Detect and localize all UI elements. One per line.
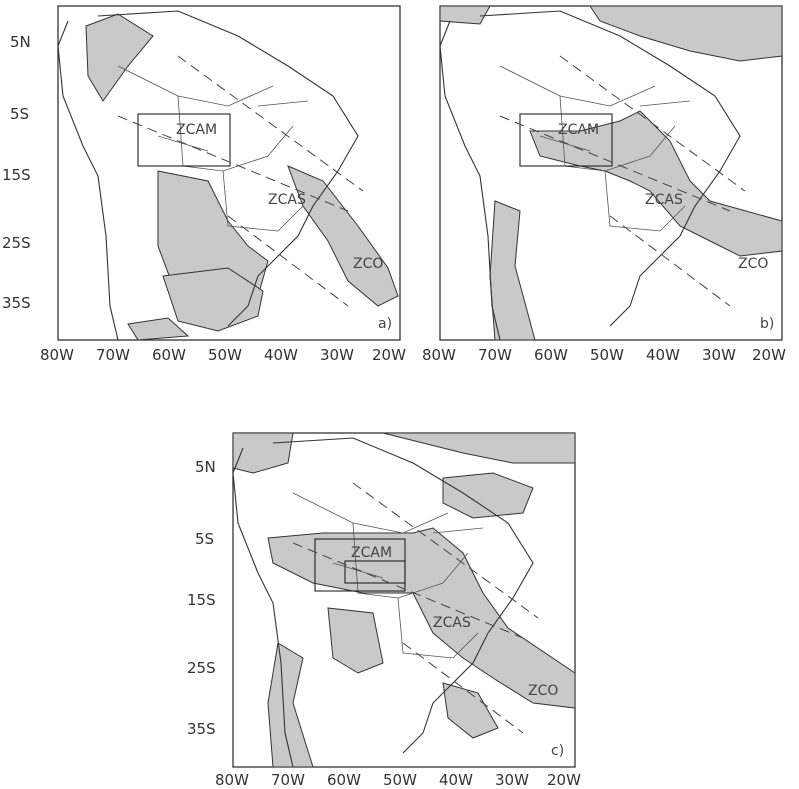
panel-a-lat-label: 25S bbox=[2, 234, 31, 252]
panel-c-lat-label: 25S bbox=[187, 659, 216, 677]
panel-c-lat-label: 5S bbox=[195, 530, 214, 548]
panel-c-shade-top bbox=[232, 432, 294, 474]
panel-b-zcam-label: ZCAM bbox=[558, 122, 599, 138]
panel-a-dashline-3 bbox=[227, 215, 349, 307]
panel-c: ZCAM ZCAS ZCO c) bbox=[232, 432, 576, 768]
panel-a-dashline-1 bbox=[117, 115, 349, 212]
panel-c-zcam-box-inner bbox=[344, 560, 406, 584]
panel-c-lat-label: 35S bbox=[187, 720, 216, 738]
panel-a-borders bbox=[117, 65, 309, 232]
panel-b-tag: b) bbox=[760, 316, 774, 332]
panel-a-lat-label: 15S bbox=[2, 166, 31, 184]
panel-a-shade-tip bbox=[127, 317, 190, 341]
panel-c-lon-label: 80W bbox=[215, 771, 249, 789]
panel-a-lon-label: 60W bbox=[152, 346, 186, 364]
panel-c-lat-label: 15S bbox=[187, 591, 216, 609]
panel-a-zco-label: ZCO bbox=[353, 256, 383, 272]
panel-b-dashline-2 bbox=[559, 55, 746, 192]
panel-c-dashline-2 bbox=[352, 482, 539, 619]
panel-b-shade-andes bbox=[489, 200, 536, 341]
panel-c-dashline-1 bbox=[292, 542, 524, 639]
panel-b: ZCAM ZCAS ZCO b) bbox=[439, 5, 783, 341]
panel-c-tag: c) bbox=[551, 743, 564, 759]
panel-c-shade-sea bbox=[442, 682, 499, 739]
panel-a-lat-label: 5S bbox=[10, 105, 29, 123]
panel-a: ZCAM ZCAS ZCO a) bbox=[57, 5, 401, 341]
panel-b-dashline-3 bbox=[609, 215, 731, 307]
panel-a-zcam-label: ZCAM bbox=[176, 122, 217, 138]
panel-b-lon-label: 20W bbox=[752, 346, 786, 364]
panel-a-zcam-box bbox=[137, 113, 231, 167]
panel-c-zcam-label: ZCAM bbox=[351, 545, 392, 561]
panel-a-lon-label: 40W bbox=[264, 346, 298, 364]
panel-b-zcas-label: ZCAS bbox=[645, 192, 683, 208]
panel-a-lon-label: 80W bbox=[40, 346, 74, 364]
panel-b-coastline bbox=[439, 10, 741, 341]
panel-c-lon-label: 70W bbox=[271, 771, 305, 789]
panel-a-shade-north bbox=[85, 13, 154, 102]
panel-c-shade-ne bbox=[382, 432, 576, 464]
panel-b-lon-label: 30W bbox=[702, 346, 736, 364]
panel-c-zcas-label: ZCAS bbox=[433, 615, 471, 631]
panel-c-lat-label: 5N bbox=[195, 458, 216, 476]
panel-a-dashline-2 bbox=[177, 55, 364, 192]
panel-b-lon-label: 70W bbox=[478, 346, 512, 364]
panel-b-lon-label: 60W bbox=[534, 346, 568, 364]
panel-b-borders bbox=[499, 65, 691, 232]
panel-b-shade-top bbox=[439, 5, 491, 25]
panel-a-tag: a) bbox=[378, 316, 392, 332]
panel-a-lon-label: 50W bbox=[208, 346, 242, 364]
panel-a-lon-label: 20W bbox=[372, 346, 406, 364]
panel-c-lat-axis: 5N 5S 15S 25S 35S bbox=[187, 458, 216, 738]
panel-c-borders bbox=[292, 492, 484, 659]
panel-a-shade-ocean bbox=[287, 165, 399, 307]
panel-a-zcas-label: ZCAS bbox=[268, 192, 306, 208]
panel-c-lon-label: 20W bbox=[547, 771, 581, 789]
panel-b-dashline-1 bbox=[499, 115, 731, 212]
panel-c-shade-zcam bbox=[267, 527, 576, 709]
panel-a-lat-label: 5N bbox=[10, 33, 31, 51]
panel-b-shade-ne bbox=[589, 5, 783, 62]
panel-c-lon-label: 30W bbox=[495, 771, 529, 789]
panel-c-lon-label: 40W bbox=[439, 771, 473, 789]
panel-c-lon-axis: 80W 70W 60W 50W 40W 30W 20W bbox=[215, 771, 581, 789]
panel-c-zco-label: ZCO bbox=[528, 683, 558, 699]
panel-a-lat-axis: 5N 5S 15S 25S 35S bbox=[2, 33, 31, 312]
panel-b-zcam-box bbox=[519, 113, 613, 167]
panel-c-shade-mid bbox=[327, 607, 384, 674]
panel-b-lon-axis: 80W 70W 60W 50W 40W 30W 20W bbox=[422, 346, 786, 364]
panel-a-lon-label: 70W bbox=[96, 346, 130, 364]
panel-c-shade-andes bbox=[267, 642, 314, 768]
panel-c-dashline-3 bbox=[402, 642, 524, 734]
panel-c-coastline bbox=[232, 437, 534, 768]
panel-a-frame bbox=[57, 5, 401, 341]
panel-a-coastline bbox=[57, 10, 359, 341]
panel-c-shade-island bbox=[442, 472, 534, 519]
panel-c-lon-label: 50W bbox=[383, 771, 417, 789]
panel-a-lat-label: 35S bbox=[2, 294, 31, 312]
panel-b-zco-label: ZCO bbox=[738, 256, 768, 272]
panel-a-lon-axis: 80W 70W 60W 50W 40W 30W 20W bbox=[40, 346, 406, 364]
panel-a-lon-label: 30W bbox=[320, 346, 354, 364]
panel-c-lon-label: 60W bbox=[327, 771, 361, 789]
panel-b-lon-label: 80W bbox=[422, 346, 456, 364]
panel-b-lon-label: 50W bbox=[590, 346, 624, 364]
panel-b-lon-label: 40W bbox=[646, 346, 680, 364]
